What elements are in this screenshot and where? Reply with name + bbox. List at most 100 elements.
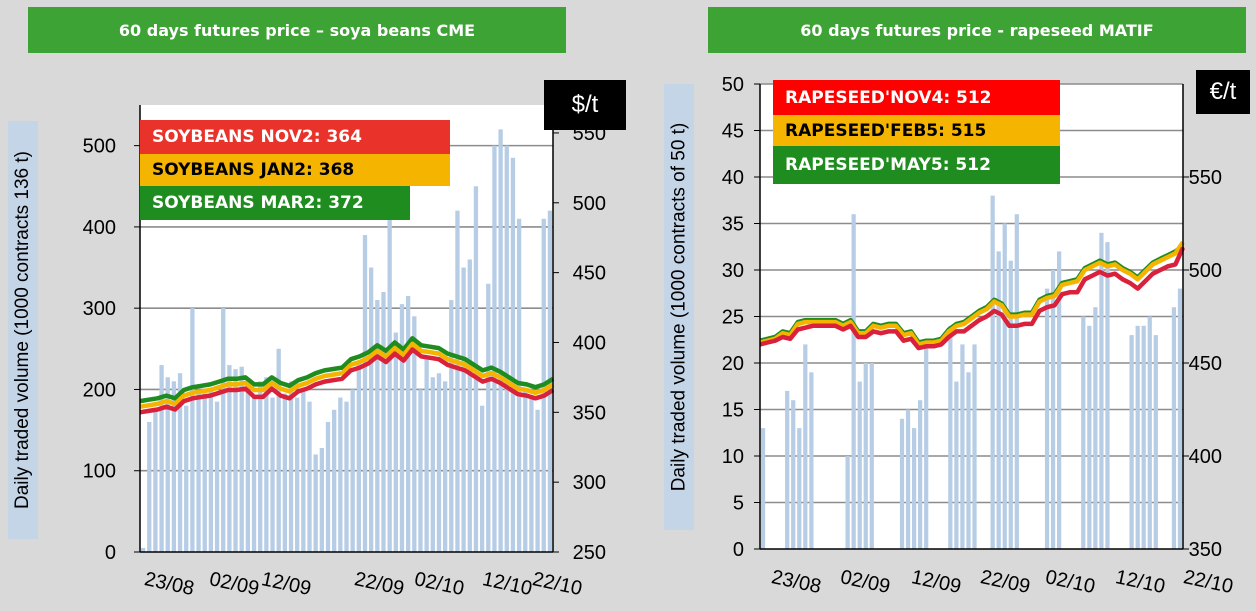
- volume-bar: [282, 393, 288, 552]
- volume-bar: [1177, 288, 1183, 549]
- y-axis-label-rapeseed: Daily traded volume (1000 contracts of 5…: [664, 84, 694, 530]
- volume-bar: [368, 267, 374, 552]
- volume-bar: [1147, 316, 1152, 549]
- volume-bar: [424, 356, 429, 552]
- volume-bar: [1099, 232, 1104, 550]
- volume-bar: [159, 365, 164, 552]
- x-tick-label: 23/08: [769, 566, 823, 598]
- x-tick-label: 12/10: [480, 568, 534, 600]
- chart-title-soya: 60 days futures price – soya beans CME: [28, 7, 566, 53]
- volume-bar: [449, 300, 454, 552]
- volume-bar: [911, 428, 917, 549]
- left-tick-label: 0: [733, 539, 744, 561]
- volume-bar: [809, 372, 814, 549]
- volume-bar: [140, 547, 146, 552]
- left-tick-label: 200: [83, 379, 116, 401]
- volume-bar: [239, 366, 244, 552]
- x-tick-label: 22/10: [530, 568, 584, 600]
- volume-bar: [924, 344, 929, 549]
- volume-bar: [313, 454, 318, 552]
- volume-bar: [1135, 325, 1140, 549]
- volume-bar: [1171, 307, 1177, 549]
- volume-bar: [851, 214, 856, 549]
- volume-bar: [418, 389, 423, 552]
- volume-bar: [990, 195, 995, 549]
- volume-bar: [405, 295, 411, 552]
- volume-bar: [356, 361, 361, 552]
- left-tick-label: 500: [83, 136, 116, 158]
- volume-bar: [467, 259, 472, 552]
- left-tick-label: 30: [722, 260, 744, 282]
- right-tick-label: 500: [573, 193, 606, 215]
- volume-bar: [399, 304, 405, 552]
- volume-bar: [498, 129, 503, 552]
- volume-bar: [270, 397, 275, 552]
- volume-bar: [1141, 325, 1146, 549]
- volume-bar: [1057, 251, 1062, 549]
- volume-bar: [455, 210, 460, 552]
- volume-bar: [307, 401, 312, 552]
- right-tick-label: 400: [1189, 446, 1222, 468]
- x-tick-label: 23/08: [142, 568, 196, 600]
- volume-bar: [276, 348, 281, 552]
- volume-bar: [301, 389, 306, 552]
- volume-bar: [362, 235, 368, 552]
- left-tick-label: 400: [83, 217, 116, 239]
- volume-bar: [258, 381, 263, 552]
- left-tick-label: 0: [105, 542, 116, 564]
- volume-bar: [221, 308, 226, 552]
- left-tick-label: 25: [722, 307, 744, 329]
- volume-bar: [948, 325, 953, 549]
- volume-bar: [430, 377, 435, 552]
- left-tick-label: 10: [722, 446, 744, 468]
- volume-bar: [972, 344, 977, 549]
- right-tick-label: 500: [1189, 260, 1222, 282]
- volume-bar: [535, 409, 540, 552]
- volume-bar: [863, 363, 868, 549]
- legend-soybeans-jan2: SOYBEANS JAN2: 368: [140, 154, 450, 186]
- volume-bar: [996, 251, 1001, 549]
- volume-bar: [208, 389, 214, 552]
- y-axis-label-soya: Daily traded volume (1000 contracts 136 …: [8, 121, 38, 539]
- volume-bar: [1050, 270, 1056, 549]
- volume-bar: [1081, 316, 1086, 549]
- right-tick-label: 250: [573, 542, 606, 564]
- volume-bar: [319, 447, 325, 552]
- volume-bar: [954, 381, 959, 549]
- volume-bar: [338, 397, 343, 552]
- legend-rapeseed-may5: RAPESEED'MAY5: 512: [773, 146, 1060, 184]
- volume-bar: [233, 369, 238, 552]
- volume-bar: [504, 145, 509, 553]
- legend-rapeseed-feb5: RAPESEED'FEB5: 515: [773, 115, 1060, 146]
- series-line-soybeans-jan2: [139, 341, 555, 409]
- volume-bar: [190, 308, 195, 552]
- volume-bar: [510, 157, 516, 552]
- volume-bar: [785, 390, 790, 549]
- left-tick-label: 100: [83, 461, 116, 483]
- volume-bar: [436, 373, 442, 552]
- x-tick-label: 22/10: [1181, 566, 1235, 598]
- volume-bar: [245, 389, 251, 552]
- volume-bar: [288, 381, 294, 552]
- volume-bar: [1002, 223, 1007, 549]
- volume-bar: [1008, 260, 1013, 549]
- volume-bar: [153, 409, 158, 552]
- legend-soybeans-nov2: SOYBEANS NOV2: 364: [140, 120, 450, 154]
- unit-label-rapeseed: €/t: [1196, 70, 1250, 114]
- volume-bar: [479, 405, 485, 552]
- legend-rapeseed-nov4: RAPESEED'NOV4: 512: [773, 80, 1060, 115]
- x-tick-label: 02/10: [412, 568, 466, 600]
- x-tick-label: 12/09: [259, 568, 313, 600]
- volume-bar: [1087, 325, 1092, 549]
- left-tick-label: 20: [722, 353, 744, 375]
- volume-bar: [905, 409, 911, 549]
- series-line-rapeseed-nov4: [759, 246, 1186, 351]
- left-tick-label: 300: [83, 298, 116, 320]
- volume-bar: [387, 218, 392, 553]
- volume-bar: [375, 300, 380, 552]
- volume-bar: [845, 456, 850, 549]
- volume-bar: [1129, 335, 1134, 549]
- volume-bar: [1014, 214, 1019, 549]
- volume-bar: [325, 421, 331, 552]
